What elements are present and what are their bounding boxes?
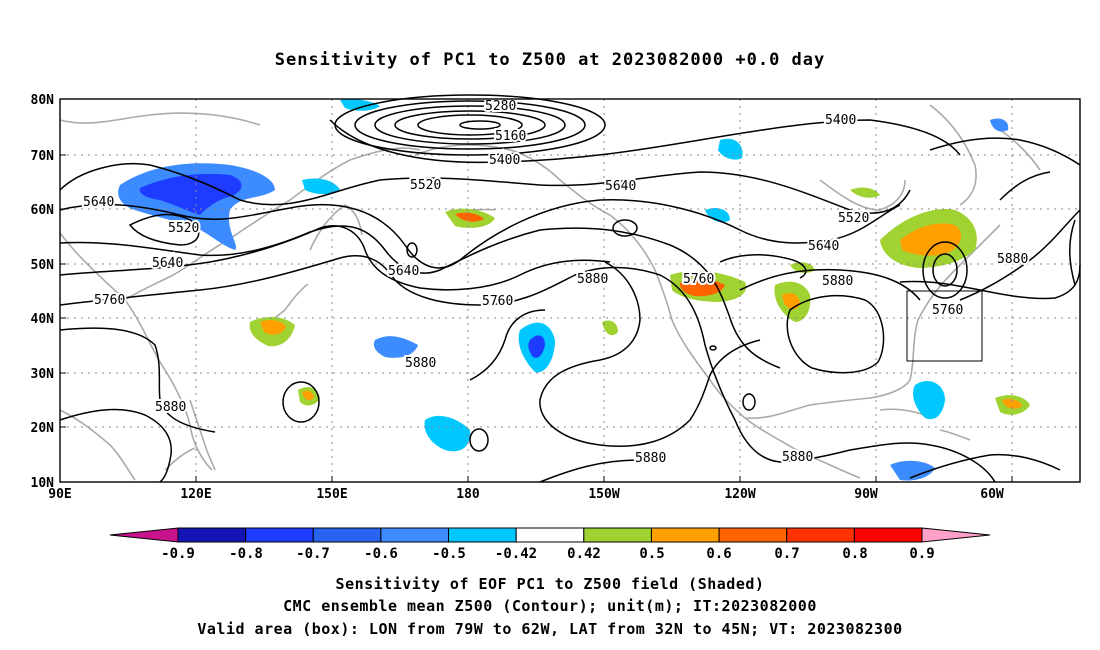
pos-area-hudson bbox=[850, 187, 880, 198]
valid-area-box bbox=[906, 290, 983, 362]
pos-area-rockies-core bbox=[679, 278, 725, 297]
lat-label: 30N bbox=[31, 367, 55, 382]
contour-label: 5400 bbox=[489, 153, 520, 168]
coastlines bbox=[59, 104, 1041, 481]
pos-area-plains-core bbox=[782, 293, 800, 310]
colorbar-label: 0.5 bbox=[639, 546, 664, 562]
colorbar-box bbox=[312, 527, 382, 543]
lon-label: 90W bbox=[854, 487, 878, 502]
colorbar-box bbox=[177, 527, 247, 543]
lat-label: 60N bbox=[31, 203, 55, 218]
contour-label: 5280 bbox=[485, 99, 516, 114]
colorbar-box bbox=[718, 527, 788, 543]
contour-label: 5880 bbox=[155, 400, 186, 415]
contour-label: 5880 bbox=[822, 274, 853, 289]
neg-area-subtrop bbox=[373, 336, 418, 358]
colorbar-label: -0.8 bbox=[229, 546, 263, 562]
colorbar-box bbox=[786, 527, 855, 543]
lon-label: 90E bbox=[48, 487, 71, 502]
pos-area-epac bbox=[602, 320, 618, 336]
lon-label: 150W bbox=[588, 487, 619, 502]
neg-area-arctic2 bbox=[718, 138, 743, 160]
contour-label: 5760 bbox=[94, 293, 125, 308]
contour-label: 5760 bbox=[932, 303, 963, 318]
contour-label: 5400 bbox=[825, 113, 856, 128]
colorbar-label: -0.7 bbox=[296, 546, 330, 562]
lat-label: 40N bbox=[31, 312, 55, 327]
colorbar-label: -0.6 bbox=[364, 546, 398, 562]
lat-label: 70N bbox=[31, 149, 55, 164]
lon-labels: 90E 120E 150E 180 150W 120W 90W 60W bbox=[48, 487, 1004, 502]
contour-label: 5640 bbox=[808, 239, 839, 254]
contour-label: 5880 bbox=[577, 272, 608, 287]
pos-area-aleutian-core bbox=[455, 212, 484, 222]
contour-label: 5520 bbox=[838, 211, 869, 226]
contour-label: 5640 bbox=[152, 256, 183, 271]
neg-area-trop1 bbox=[424, 415, 471, 452]
colorbar-label: -0.9 bbox=[161, 546, 195, 562]
colorbar-label: -0.42 bbox=[495, 546, 537, 562]
contour-label: 5640 bbox=[83, 195, 114, 210]
colorbar-box bbox=[650, 527, 720, 543]
colorbar-box bbox=[583, 527, 652, 543]
colorbar-label: 0.7 bbox=[774, 546, 799, 562]
colorbar-box bbox=[245, 527, 314, 543]
neg-area-siberia-core bbox=[139, 173, 242, 215]
colorbar-label: 0.9 bbox=[909, 546, 934, 562]
colorbar-label: 0.8 bbox=[842, 546, 867, 562]
z500-contours bbox=[59, 94, 1081, 483]
contour-label: 5760 bbox=[683, 272, 714, 287]
lon-label: 120W bbox=[724, 487, 755, 502]
neg-area-arctic1 bbox=[340, 99, 380, 111]
caption-shading: Sensitivity of EOF PC1 to Z500 field (Sh… bbox=[335, 575, 765, 593]
contour-label: 5880 bbox=[997, 252, 1028, 267]
lon-label: 150E bbox=[316, 487, 347, 502]
pos-area-japan-core bbox=[260, 319, 286, 335]
lat-label: 50N bbox=[31, 258, 55, 273]
neg-area-arctic3 bbox=[990, 118, 1009, 132]
lon-label: 120E bbox=[180, 487, 211, 502]
colorbar-high-triangle bbox=[921, 527, 991, 543]
neg-area-trop3 bbox=[890, 460, 935, 481]
map-title: Sensitivity of PC1 to Z500 at 2023082000… bbox=[274, 50, 826, 70]
lat-label: 20N bbox=[31, 421, 55, 436]
contour-label: 5880 bbox=[405, 356, 436, 371]
sensitivity-shading bbox=[118, 99, 1030, 481]
contour-label: 5520 bbox=[410, 178, 441, 193]
lat-label: 10N bbox=[31, 476, 55, 491]
colorbar-box bbox=[380, 527, 450, 543]
contour-label-group: 5280 5160 5400 5400 5520 5640 5640 5520 … bbox=[81, 97, 1030, 468]
lat-labels: 80N 70N 60N 50N 40N 30N 20N 10N bbox=[31, 93, 55, 491]
neg-area-midpac-core bbox=[528, 335, 545, 358]
contour-label: 5160 bbox=[495, 129, 526, 144]
contour-label: 5640 bbox=[388, 264, 419, 279]
colorbar: -0.9 -0.8 -0.7 -0.6 -0.5 -0.42 0.42 0.5 … bbox=[109, 527, 991, 562]
neg-area-nepac bbox=[705, 208, 730, 223]
pos-area-quebec-core bbox=[900, 223, 962, 256]
pos-area-caribbean-core bbox=[1002, 398, 1022, 409]
colorbar-box bbox=[448, 527, 517, 543]
map-frame bbox=[59, 98, 1081, 483]
caption-valid-area: Valid area (box): LON from 79W to 62W, L… bbox=[197, 620, 903, 638]
colorbar-label: 0.6 bbox=[706, 546, 731, 562]
colorbar-low-triangle bbox=[109, 527, 179, 543]
contour-label: 5640 bbox=[605, 179, 636, 194]
pos-area-wpac-core bbox=[302, 390, 314, 400]
neg-area-trop2 bbox=[913, 380, 945, 420]
lon-label: 60W bbox=[980, 487, 1004, 502]
colorbar-label: -0.5 bbox=[432, 546, 466, 562]
lon-label: 180 bbox=[456, 487, 480, 502]
caption-contour: CMC ensemble mean Z500 (Contour); unit(m… bbox=[283, 597, 817, 615]
colorbar-box bbox=[515, 527, 585, 543]
contour-label: 5880 bbox=[782, 450, 813, 465]
lat-label: 80N bbox=[31, 93, 55, 108]
colorbar-label: 0.42 bbox=[567, 546, 601, 562]
axis-ticks bbox=[60, 154, 1013, 482]
contour-label: 5760 bbox=[482, 294, 513, 309]
colorbar-box bbox=[853, 527, 923, 543]
contour-label: 5520 bbox=[168, 221, 199, 236]
neg-area-kamchatka bbox=[302, 178, 340, 195]
contour-label: 5880 bbox=[635, 451, 666, 466]
